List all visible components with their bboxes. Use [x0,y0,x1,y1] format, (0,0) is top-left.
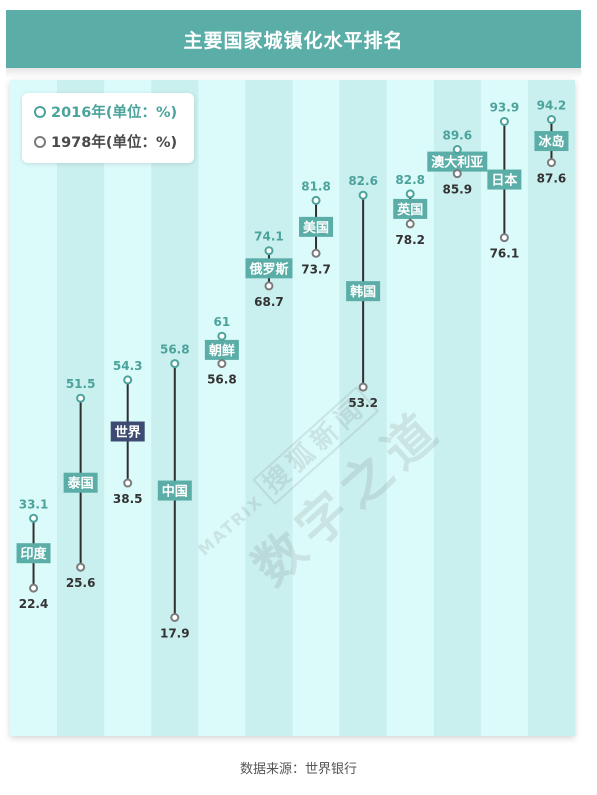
value-label-2016: 51.5 [66,377,96,391]
category-label-box [534,131,569,152]
point-1978 [29,583,39,593]
dumbbell-chart: 印度 33.1 22.4 泰国 51.5 25.6 世界 54.3 38.5 中国 56.8 17.9… [10,80,575,736]
header-shadow [6,68,581,78]
category-label: 俄罗斯 [248,261,288,277]
column-stripe [433,80,482,736]
category-label: 澳大利亚 [431,155,483,171]
point-1978 [217,359,227,369]
point-1978 [499,233,509,243]
point-2016 [123,375,133,385]
point-1978 [358,382,368,392]
point-2016 [311,195,321,205]
point-2016 [217,331,227,341]
value-label-1978: 25.6 [66,576,96,590]
value-label-2016: 82.8 [395,173,425,187]
category-label: 朝鲜 [209,343,235,359]
value-label-1978: 56.8 [207,373,237,387]
point-2016 [358,190,368,200]
category-label-box [110,421,145,442]
point-2016 [170,359,180,369]
category-label-box [63,472,98,493]
legend-label-2016: 2016年(单位：%) [51,105,178,121]
value-label-2016: 93.9 [490,100,520,114]
category-label-box [427,151,488,172]
category-label-box [487,169,522,190]
category-label-box [16,543,51,564]
point-1978 [170,613,180,622]
point-1978 [123,478,133,488]
column-stripe [339,80,388,736]
value-label-1978: 76.1 [490,247,520,261]
value-label-2016: 61 [214,315,231,329]
point-1978 [264,281,274,291]
chart-header: 主要国家城镇化水平排名 [6,10,581,68]
category-label-box [299,216,334,237]
point-2016 [452,145,462,155]
column-stripe [292,80,341,736]
legend-marker-2016-icon [34,105,46,118]
legend-item-2016: 2016年(单位：%) [34,101,177,122]
column-stripe [245,80,293,736]
point-1978 [311,248,321,258]
category-label: 印度 [21,546,48,562]
point-2016 [264,246,274,256]
point-1978 [405,219,415,229]
column-stripe [527,80,575,736]
category-label: 美国 [303,220,329,236]
column-stripe [198,80,246,736]
legend: 2016年(单位：%) 1978年(单位：%) [22,93,194,163]
legend-label-1978: 1978年(单位：%) [51,135,178,151]
value-label-2016: 82.6 [348,174,378,188]
value-label-1978: 17.9 [160,627,190,641]
value-label-2016: 74.1 [254,230,284,244]
column-stripe [386,80,435,736]
category-label: 世界 [115,424,141,440]
category-label-box [346,281,381,302]
chart-panel: 印度 33.1 22.4 泰国 51.5 25.6 世界 54.3 38.5 中国 56.8 17.9… [10,80,575,736]
legend-marker-1978-icon [34,135,46,148]
legend-item-1978: 1978年(单位：%) [34,131,177,152]
category-label-box [204,339,239,360]
chart-title: 主要国家城镇化水平排名 [183,29,404,52]
data-source: 数据来源：世界银行 [239,762,357,777]
value-label-2016: 54.3 [113,359,143,373]
value-label-1978: 22.4 [19,597,49,611]
point-2016 [76,393,86,403]
point-2016 [405,189,415,199]
value-label-1978: 78.2 [395,233,425,247]
point-1978 [452,169,462,179]
value-label-1978: 68.7 [254,295,284,309]
point-2016 [499,116,509,126]
value-label-2016: 89.6 [442,129,472,143]
category-label: 冰岛 [538,134,564,150]
category-label: 韩国 [350,284,376,300]
value-label-1978: 38.5 [113,492,143,506]
column-stripe [10,80,58,736]
category-label-box [393,198,428,219]
category-label-box [245,258,293,279]
point-2016 [546,115,556,124]
value-label-2016: 81.8 [301,179,331,193]
category-label: 英国 [396,202,423,218]
category-label: 中国 [162,484,188,500]
category-label: 泰国 [67,476,94,492]
value-label-1978: 53.2 [348,396,378,410]
value-label-1978: 73.7 [301,262,331,276]
point-1978 [546,158,556,168]
value-label-1978: 87.6 [537,172,567,186]
category-label-box [157,480,192,501]
value-label-1978: 85.9 [442,183,472,197]
point-1978 [76,562,86,572]
value-label-2016: 56.8 [160,343,190,357]
point-2016 [29,513,39,523]
category-label: 日本 [491,173,517,189]
value-label-2016: 94.2 [537,99,567,113]
value-label-2016: 33.1 [19,497,49,511]
